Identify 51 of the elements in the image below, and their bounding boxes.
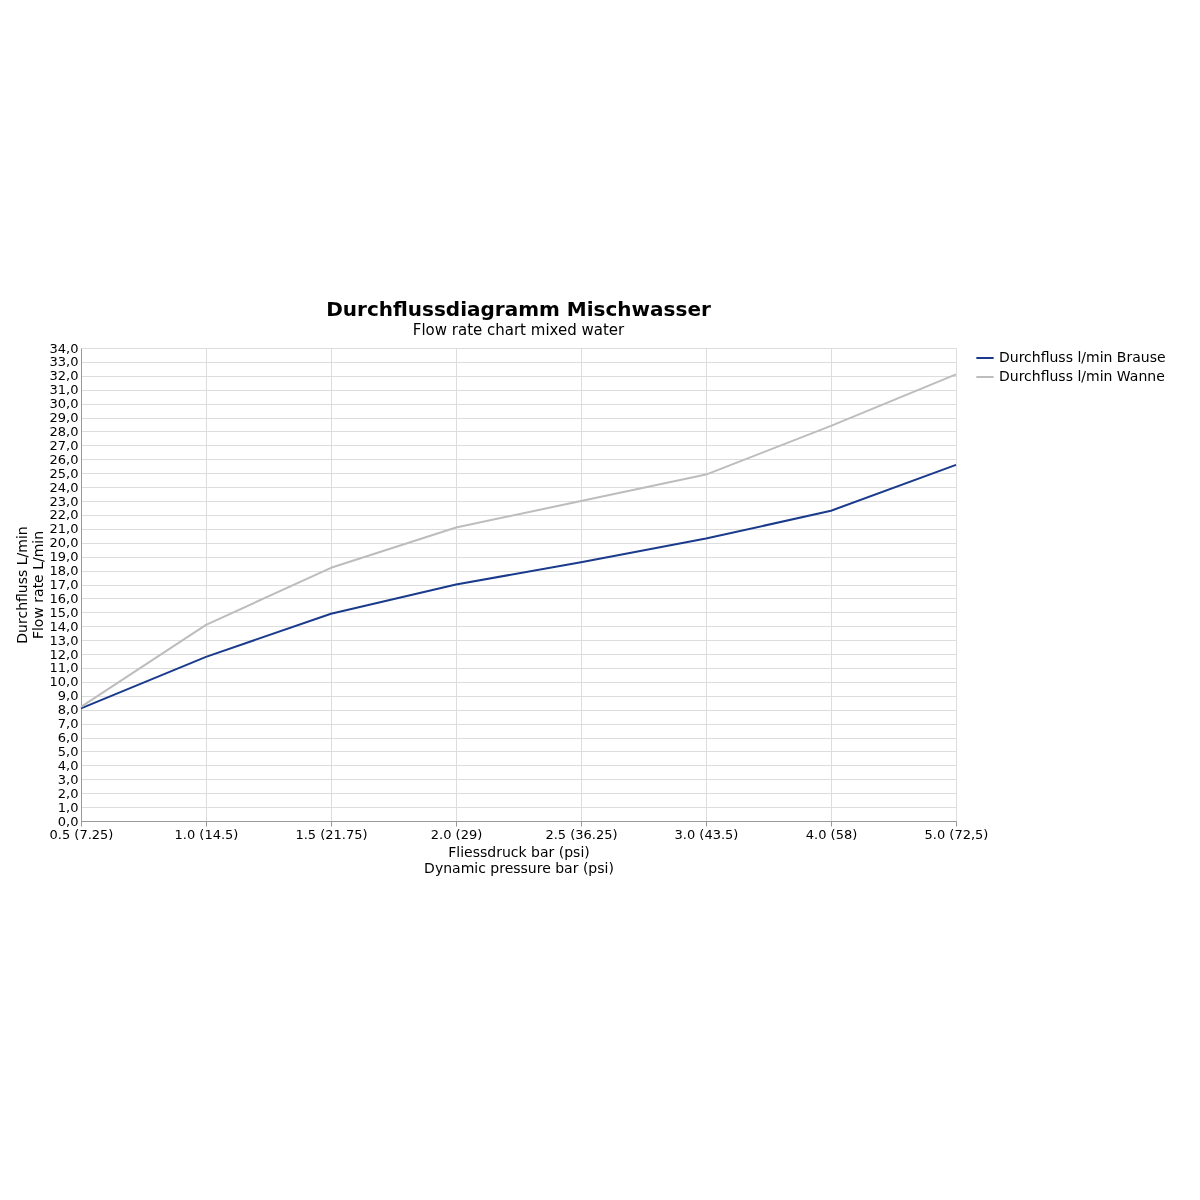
y-tick-label: 30,0 — [49, 396, 79, 412]
chart-title: Durchflussdiagramm Mischwasser — [326, 297, 711, 321]
y-tick-label: 7,0 — [57, 716, 79, 732]
y-tick-label: 21,0 — [49, 521, 79, 537]
y-tick-label: 8,0 — [57, 702, 79, 718]
y-tick-label: 13,0 — [49, 632, 79, 648]
chart-subtitle: Flow rate chart mixed water — [412, 321, 626, 339]
y-tick-label: 15,0 — [49, 604, 79, 620]
y-tick-label: 16,0 — [49, 590, 79, 606]
x-tick-label: 2.5 (36.25) — [545, 826, 618, 842]
y-tick-label: 4,0 — [57, 757, 79, 773]
x-tick-label: 4.0 (58) — [805, 826, 858, 842]
x-tick-label: 0.5 (7.25) — [49, 826, 114, 842]
x-axis-title: Fliessdruck bar (psi) Dynamic pressure bar (psi) — [424, 843, 614, 876]
y-tick-label: 25,0 — [49, 465, 79, 481]
y-axis-title: Durchfluss L/min Flow rate L/min — [13, 526, 46, 644]
y-tick-label: 9,0 — [57, 688, 79, 704]
y-tick-label: 18,0 — [49, 563, 79, 579]
y-tick-label: 29,0 — [49, 410, 79, 426]
y-tick-label: 17,0 — [49, 577, 79, 592]
y-tick-label: 0,0 — [57, 813, 79, 829]
y-tick-label: 33,0 — [49, 354, 79, 370]
y-tick-label: 11,0 — [49, 660, 79, 676]
x-tick-label: 5.0 (72,5) — [924, 826, 989, 842]
x-tick-label: 1.5 (21.75) — [295, 826, 368, 842]
y-tick-label: 20,0 — [49, 535, 79, 551]
y-tick-label: 10,0 — [49, 674, 79, 690]
y-tick-label: 12,0 — [49, 646, 79, 662]
y-tick-label: 1,0 — [57, 799, 79, 815]
legend-label: Durchfluss l/min Brause — [999, 349, 1166, 365]
y-tick-label: 28,0 — [49, 423, 79, 439]
legend-label: Durchfluss l/min Wanne — [999, 368, 1165, 384]
y-tick-label: 26,0 — [49, 451, 79, 467]
y-tick-label: 22,0 — [49, 507, 79, 523]
y-tick-label: 3,0 — [57, 771, 79, 787]
x-tick-label: 2.0 (29) — [430, 826, 483, 842]
y-tick-label: 19,0 — [49, 549, 79, 565]
y-tick-label: 6,0 — [57, 730, 79, 746]
y-tick-label: 23,0 — [49, 493, 79, 509]
y-tick-label: 24,0 — [49, 479, 79, 495]
x-tick-label: 3.0 (43.5) — [674, 826, 739, 842]
line-series — [80, 373, 957, 708]
y-tick-label: 14,0 — [49, 618, 79, 634]
y-tick-label: 5,0 — [57, 743, 79, 759]
line-series — [80, 463, 957, 710]
y-tick-label: 27,0 — [49, 437, 79, 453]
y-tick-label: 2,0 — [57, 785, 79, 801]
x-tick-label: 1.0 (14.5) — [174, 826, 239, 842]
y-tick-label: 34,0 — [49, 340, 79, 356]
y-tick-label: 31,0 — [49, 382, 79, 398]
y-tick-label: 32,0 — [49, 368, 79, 384]
